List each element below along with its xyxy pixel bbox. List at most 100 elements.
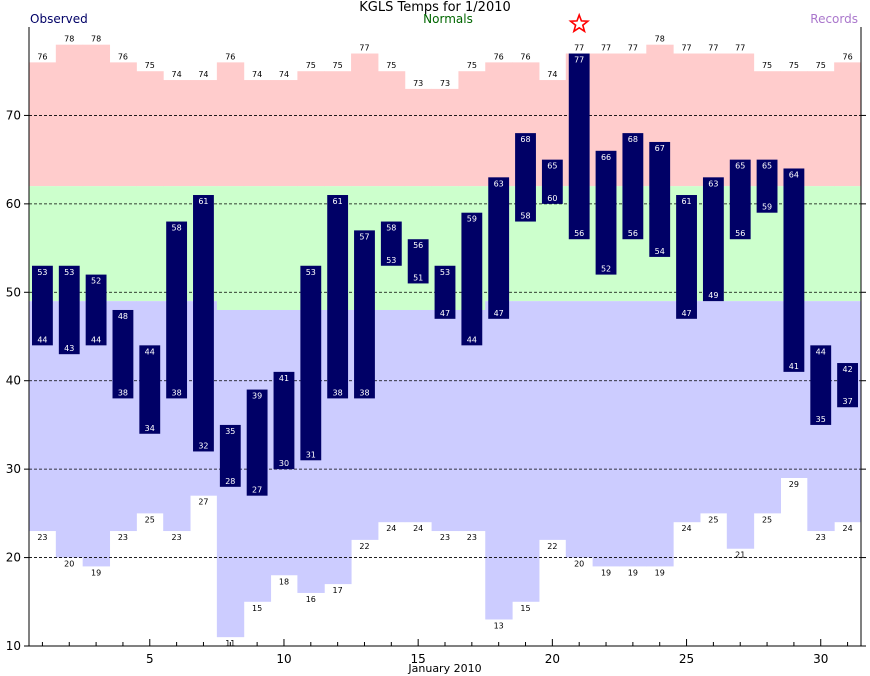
record-high-label: 73 [440, 79, 450, 88]
record-low-band [377, 309, 406, 523]
observed-bar [676, 195, 697, 319]
y-tick-label: 70 [6, 108, 21, 122]
record-low-band [431, 309, 459, 532]
record-high-band [297, 71, 325, 187]
observed-bar [246, 389, 268, 496]
observed-low-label: 53 [386, 256, 396, 265]
observed-low-label: 56 [735, 229, 745, 238]
record-low-band [512, 301, 540, 602]
normal-band [136, 186, 164, 302]
record-high-band [807, 71, 835, 187]
normal-band [216, 186, 245, 310]
observed-high-label: 61 [333, 197, 343, 206]
record-high-band [377, 71, 406, 187]
record-low-label: 27 [198, 498, 208, 507]
y-tick-label: 20 [6, 551, 21, 565]
observed-low-label: 44 [91, 335, 101, 344]
x-tick-label: 30 [813, 652, 828, 666]
record-low-label: 19 [91, 568, 101, 577]
observed-bar [649, 141, 671, 257]
observed-high-label: 57 [359, 232, 369, 241]
record-high-label: 74 [547, 70, 557, 79]
observed-high-label: 53 [37, 268, 47, 277]
x-tick-label: 5 [146, 652, 154, 666]
observed-low-label: 38 [359, 388, 369, 397]
observed-low-label: 41 [789, 362, 799, 371]
record-high-label: 75 [467, 61, 477, 70]
record-high-label: 77 [601, 44, 611, 53]
record-low-label: 22 [547, 542, 557, 551]
observed-bar [407, 239, 429, 284]
normal-band [109, 186, 137, 302]
legend-observed: Observed [30, 12, 88, 26]
record-high-label: 75 [816, 61, 826, 70]
record-low-label: 17 [333, 586, 343, 595]
observed-high-label: 44 [145, 347, 155, 356]
observed-low-label: 30 [279, 459, 289, 468]
chart-title: KGLS Temps for 1/2010 [359, 0, 511, 15]
observed-bar [783, 168, 805, 372]
record-high-label: 77 [574, 44, 584, 53]
record-low-label: 25 [145, 515, 155, 524]
record-high-band [431, 88, 459, 187]
observed-low-label: 28 [225, 477, 235, 486]
observed-bar [193, 195, 214, 452]
observed-bar [837, 363, 858, 408]
record-high-label: 78 [655, 35, 665, 44]
observed-low-label: 49 [708, 291, 718, 300]
record-high-label: 74 [198, 70, 208, 79]
observed-low-label: 58 [520, 212, 530, 221]
record-high-label: 77 [735, 44, 745, 53]
observed-low-label: 47 [440, 309, 450, 318]
observed-high-label: 61 [198, 197, 208, 206]
axes: 10 20 30 40 50 60 70 5 10 15 20 25 30 January 2010 [6, 27, 866, 675]
record-high-label: 78 [91, 35, 101, 44]
record-low-band [699, 301, 728, 514]
observed-high-label: 65 [735, 162, 745, 171]
record-high-label: 76 [118, 52, 128, 61]
observed-high-label: 58 [172, 224, 182, 233]
record-high-label: 75 [145, 61, 155, 70]
observed-low-label: 47 [494, 309, 504, 318]
observed-bar [354, 230, 375, 399]
observed-high-label: 41 [279, 374, 289, 383]
observed-low-label: 56 [628, 229, 638, 238]
record-high-label: 76 [225, 52, 235, 61]
record-high-band [458, 71, 486, 187]
record-high-band [163, 80, 191, 187]
record-low-label: 24 [681, 524, 691, 533]
observed-bar [139, 345, 161, 434]
record-low-label: 19 [655, 568, 665, 577]
record-low-label: 23 [816, 533, 826, 542]
record-low-label: 24 [386, 524, 396, 533]
observed-high-label: 67 [655, 144, 665, 153]
record-low-label: 29 [789, 480, 799, 489]
record-low-label: 16 [306, 595, 316, 604]
observed-bar [380, 221, 402, 266]
record-high-band [404, 88, 433, 187]
record-high-label: 73 [413, 79, 423, 88]
record-high-label: 77 [681, 44, 691, 53]
observed-low-label: 44 [37, 335, 47, 344]
record-low-label: 21 [735, 551, 745, 560]
observed-low-label: 27 [252, 486, 262, 495]
observed-bars [32, 53, 858, 496]
record-high-band [136, 71, 164, 187]
record-low-band [404, 309, 433, 523]
record-high-label: 75 [762, 61, 772, 70]
x-tick-label: 10 [276, 652, 291, 666]
observed-bar [273, 371, 295, 470]
observed-low-label: 38 [172, 388, 182, 397]
observed-low-label: 60 [547, 194, 557, 203]
y-tick-label: 60 [6, 197, 21, 211]
observed-high-label: 56 [413, 241, 423, 250]
observed-high-label: 42 [842, 365, 852, 374]
record-low-label: 23 [37, 533, 47, 542]
x-tick-label: 25 [679, 652, 694, 666]
record-low-label: 13 [494, 621, 504, 630]
observed-bar [166, 221, 188, 399]
record-high-label: 77 [359, 44, 369, 53]
normal-band [807, 186, 835, 302]
observed-bar [702, 177, 724, 302]
